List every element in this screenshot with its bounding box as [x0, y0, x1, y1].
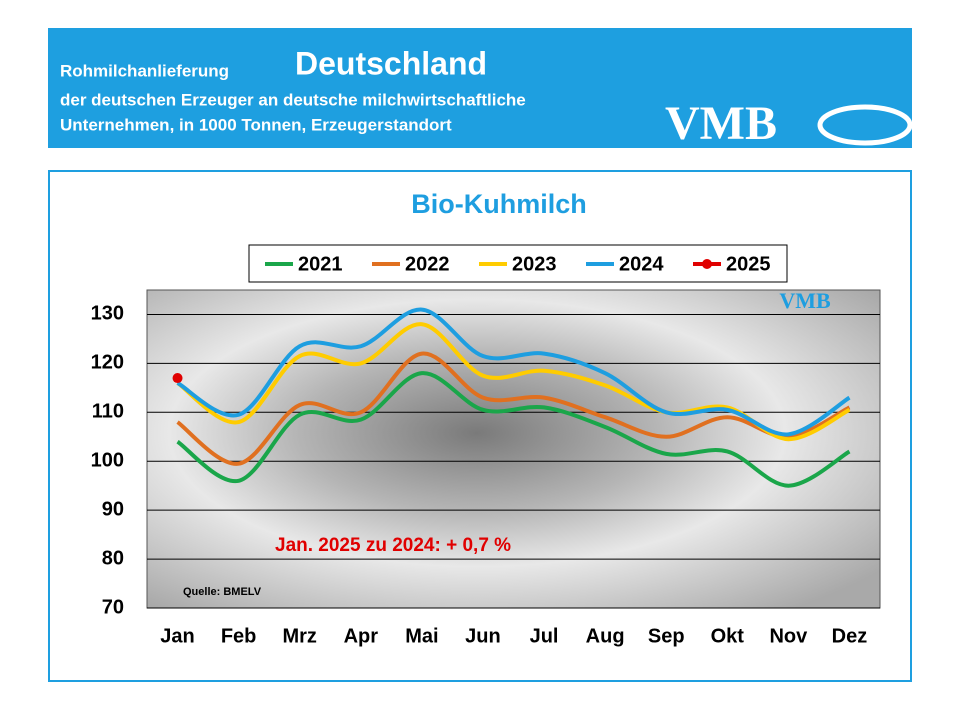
x-tick-label: Okt: [711, 625, 745, 647]
legend-label: 2023: [512, 253, 557, 275]
series-line: [176, 351, 851, 466]
y-tick-label: 120: [91, 352, 124, 374]
y-tick-label: 100: [91, 450, 124, 472]
header-bar: [48, 28, 912, 148]
series-line: [176, 371, 851, 488]
header-line2: der deutschen Erzeuger an deutsche milch…: [60, 90, 526, 109]
y-tick-label: 80: [102, 547, 124, 569]
legend-label: 2022: [405, 253, 450, 275]
watermark: VMB: [779, 288, 831, 313]
x-tick-label: Dez: [832, 625, 868, 647]
x-tick-label: Nov: [769, 625, 808, 647]
x-tick-label: Jan: [160, 625, 194, 647]
header-line1a: Rohmilchanlieferung: [60, 61, 229, 80]
y-tick-label: 130: [91, 303, 124, 325]
x-tick-label: Apr: [344, 625, 379, 647]
chart-title: Bio-Kuhmilch: [411, 189, 587, 219]
y-tick-label: 90: [102, 498, 124, 520]
x-tick-label: Mai: [405, 625, 438, 647]
logo-swirl: [817, 104, 913, 146]
legend-label: 2025: [726, 253, 771, 275]
series-marker: [172, 373, 183, 384]
y-tick-label: 110: [92, 401, 124, 423]
header-line3: Unternehmen, in 1000 Tonnen, Erzeugersta…: [60, 115, 452, 134]
x-tick-label: Aug: [586, 625, 625, 647]
legend-marker: [702, 259, 712, 269]
logo: VMB: [665, 97, 777, 150]
header-line1b: Deutschland: [295, 45, 487, 81]
x-tick-label: Mrz: [282, 625, 316, 647]
source: Quelle: BMELV: [183, 586, 262, 598]
series-line: [176, 307, 851, 437]
annotation: Jan. 2025 zu 2024: + 0,7 %: [275, 535, 511, 556]
x-tick-label: Sep: [648, 625, 685, 647]
legend-label: 2024: [619, 253, 664, 275]
series-line: [176, 322, 851, 442]
x-tick-label: Feb: [221, 625, 257, 647]
x-tick-label: Jun: [465, 625, 501, 647]
x-tick-label: Jul: [530, 625, 559, 647]
y-tick-label: 70: [102, 596, 124, 618]
legend-label: 2021: [298, 253, 343, 275]
